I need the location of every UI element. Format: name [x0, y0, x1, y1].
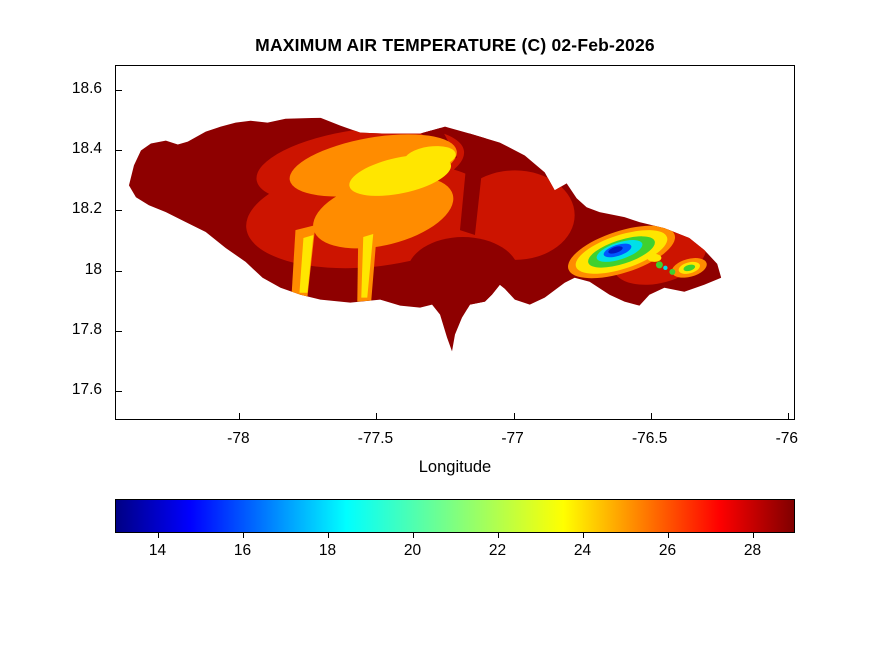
x-tick-label: -77.5	[357, 430, 394, 447]
colorbar	[115, 499, 795, 533]
x-tick-mark	[376, 413, 378, 419]
y-tick-label: 18.2	[71, 200, 102, 218]
colorbar-tick-mark	[157, 533, 159, 538]
y-tick-mark	[116, 330, 122, 332]
map-canvas	[128, 117, 722, 352]
y-tick-label: 18	[84, 260, 102, 278]
colorbar-tick-mark	[412, 533, 414, 538]
x-tick-label: -77	[501, 430, 524, 447]
chart-title: MAXIMUM AIR TEMPERATURE (C) 02-Feb-2026	[255, 35, 655, 55]
y-tick-mark	[116, 210, 122, 212]
y-tick-label: 18.4	[71, 140, 102, 158]
colorbar-tick-label: 26	[658, 542, 677, 559]
x-tick-mark	[650, 413, 652, 419]
colorbar-tick-label: 20	[403, 542, 422, 559]
x-tick-label: -78	[227, 430, 250, 447]
y-tick-mark	[116, 390, 122, 392]
colorbar-tick-mark	[497, 533, 499, 538]
x-tick-label: -76.5	[632, 430, 668, 447]
plot-area	[115, 65, 795, 420]
x-tick-label: -76	[775, 430, 798, 447]
colorbar-tick-label: 22	[488, 542, 507, 559]
y-tick-mark	[116, 90, 122, 92]
y-tick-label: 17.8	[71, 320, 102, 338]
x-tick-mark	[787, 413, 789, 419]
x-tick-mark	[239, 413, 241, 419]
colorbar-tick-mark	[242, 533, 244, 538]
colorbar-tick-mark	[327, 533, 329, 538]
colorbar-tick-label: 24	[573, 542, 592, 559]
jamaica-island	[128, 117, 722, 352]
y-tick-mark	[116, 270, 122, 272]
y-tick-label: 17.6	[71, 380, 102, 398]
colorbar-tick-mark	[667, 533, 669, 538]
temp-zone-navy	[608, 246, 623, 254]
x-tick-mark	[513, 413, 515, 419]
colorbar-tick-label: 14	[148, 542, 167, 559]
colorbar-tick-label: 16	[233, 542, 252, 559]
colorbar-tick-label: 28	[743, 542, 762, 559]
colorbar-tick-mark	[582, 533, 584, 538]
x-axis-label: Longitude	[418, 458, 492, 476]
colorbar-tick-mark	[752, 533, 754, 538]
y-tick-mark	[116, 150, 122, 152]
y-tick-label: 18.6	[71, 80, 102, 98]
colorbar-tick-label: 18	[318, 542, 337, 559]
